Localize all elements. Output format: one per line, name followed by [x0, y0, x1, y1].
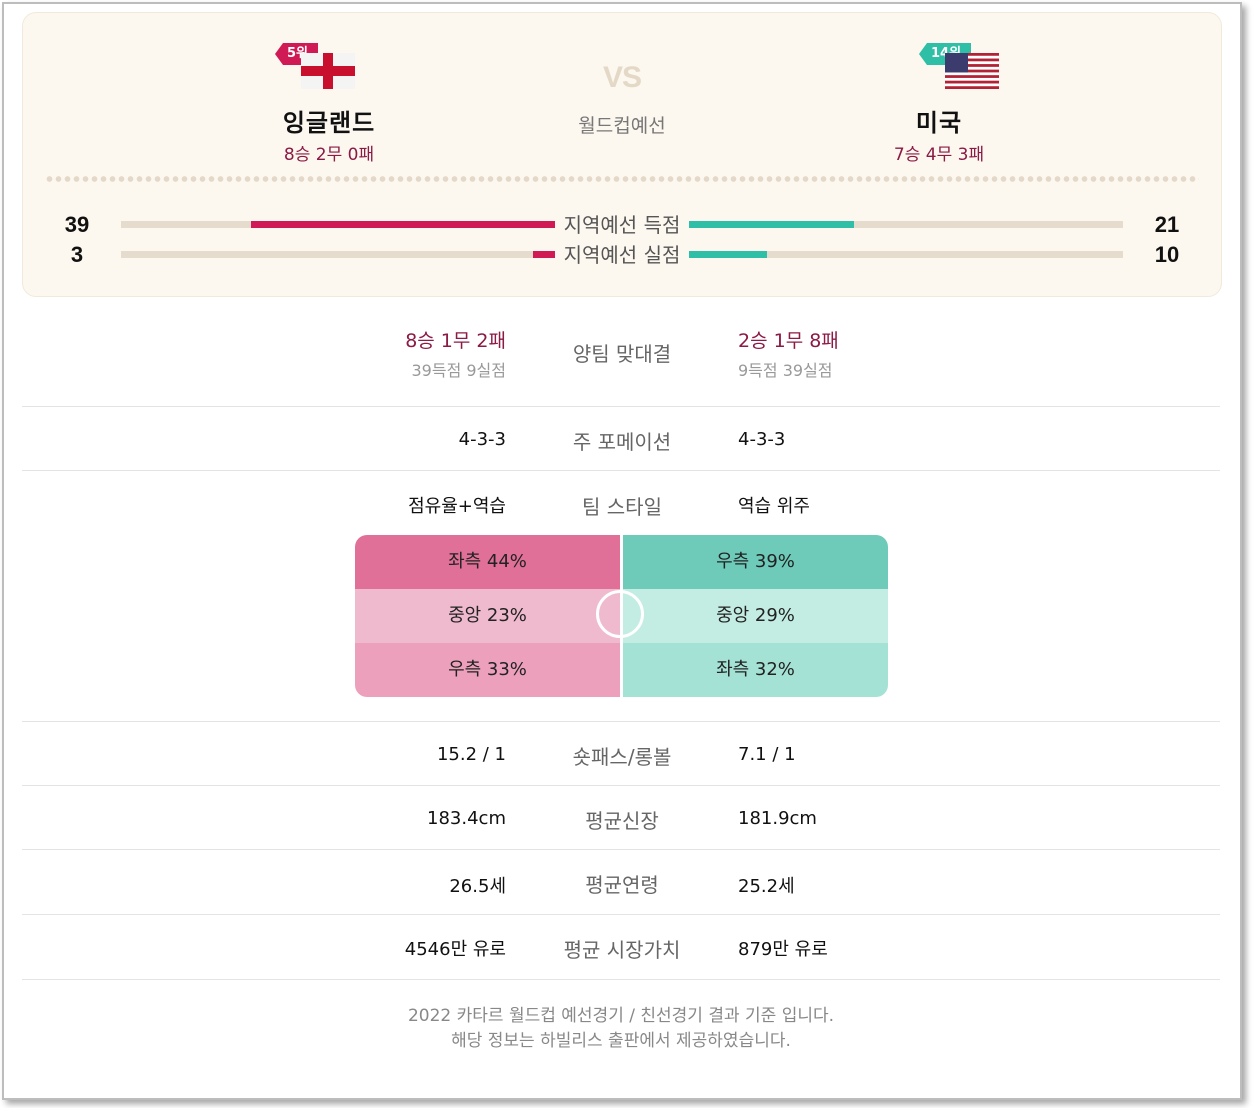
home-team-record: 8승 2무 0패 — [283, 145, 375, 165]
avg-height-row: 183.4cm 평균신장 181.9cm — [22, 786, 1220, 850]
match-header: 5위 잉글랜드 8승 2무 0패 VS 월드컵예선 14위 — [22, 12, 1222, 297]
away-formation: 4-3-3 — [738, 429, 786, 450]
home-team: 5위 잉글랜드 8승 2무 0패 — [209, 43, 449, 165]
away-h2h-goals: 9득점 39실점 — [738, 361, 833, 380]
home-zone-center: 중앙 23% — [355, 589, 620, 643]
home-goals-scored-bar — [251, 221, 555, 228]
away-goals-conceded: 10 — [1154, 242, 1180, 267]
formation-row: 4-3-3 주 포메이션 4-3-3 — [22, 407, 1220, 471]
market-value-row: 4546만 유로 평균 시장가치 879만 유로 — [22, 915, 1220, 980]
away-pass-ratio: 7.1 / 1 — [738, 744, 796, 765]
source-note: 2022 카타르 월드컵 예선경기 / 친선경기 결과 기준 입니다. 해당 정… — [22, 1004, 1220, 1054]
england-flag-icon — [301, 53, 355, 89]
home-avg-height: 183.4cm — [427, 808, 506, 829]
source-note-line1: 2022 카타르 월드컵 예선경기 / 친선경기 결과 기준 입니다. — [407, 1006, 835, 1026]
home-market-value: 4546만 유로 — [404, 939, 506, 960]
home-formation: 4-3-3 — [458, 429, 506, 450]
home-zone-right: 우측 33% — [355, 643, 620, 697]
head-to-head-row: 8승 1무 2패 39득점 9실점 양팀 맞대결 2승 1무 8패 9득점 39… — [22, 296, 1220, 407]
match-type: 월드컵예선 — [578, 115, 666, 137]
home-attack-zones: 좌측 44% 중앙 23% 우측 33% — [355, 535, 620, 697]
away-goals-conceded-track — [689, 251, 1123, 258]
attack-direction-pitch: 좌측 44% 중앙 23% 우측 33% 우측 39% 중앙 29% 좌측 32… — [355, 535, 888, 697]
home-goals-conceded-bar — [533, 251, 555, 258]
away-zone-right: 우측 39% — [623, 535, 888, 589]
away-team-name: 미국 — [915, 109, 963, 137]
avg-age-label: 평균연령 — [585, 873, 659, 897]
away-zone-center: 중앙 29% — [623, 589, 888, 643]
market-value-label: 평균 시장가치 — [563, 938, 681, 962]
goals-conceded-label: 지역예선 실점 — [563, 243, 681, 267]
source-note-line2: 해당 정보는 하빌리스 출판에서 제공하였습니다. — [451, 1031, 791, 1051]
away-zone-left: 좌측 32% — [623, 643, 888, 697]
away-h2h-record: 2승 1무 8패 — [738, 330, 839, 352]
usa-flag-icon — [945, 53, 999, 89]
goals-conceded-row: 3 지역예선 실점 10 — [23, 241, 1221, 269]
away-goals-scored: 21 — [1154, 212, 1180, 237]
home-team-name: 잉글랜드 — [282, 109, 376, 137]
pass-ratio-label: 숏패스/롱볼 — [572, 745, 672, 769]
home-style: 점유율+역습 — [408, 496, 506, 517]
away-avg-age: 25.2세 — [738, 876, 795, 897]
home-goals-conceded: 3 — [70, 242, 84, 267]
team-style-row: 점유율+역습 팀 스타일 역습 위주 — [22, 471, 1220, 722]
avg-age-row: 26.5세 평균연령 25.2세 — [22, 850, 1220, 915]
away-goals-scored-track — [689, 221, 1123, 228]
formation-label: 주 포메이션 — [572, 430, 672, 454]
home-zone-left: 좌측 44% — [355, 535, 620, 589]
head-to-head-label: 양팀 맞대결 — [572, 342, 672, 366]
away-goals-scored-bar — [689, 221, 854, 228]
goals-scored-row: 39 지역예선 득점 21 — [23, 211, 1221, 239]
away-attack-zones: 우측 39% 중앙 29% 좌측 32% — [623, 535, 888, 697]
home-h2h-record: 8승 1무 2패 — [405, 330, 506, 352]
home-goals-scored: 39 — [64, 212, 90, 237]
vs-label: VS — [602, 61, 642, 94]
center-circle — [596, 590, 644, 638]
team-style-label: 팀 스타일 — [582, 495, 662, 519]
home-avg-age: 26.5세 — [449, 876, 506, 897]
avg-height-label: 평균신장 — [585, 809, 659, 833]
home-pass-ratio: 15.2 / 1 — [436, 744, 506, 765]
goals-scored-label: 지역예선 득점 — [563, 213, 681, 237]
away-avg-height: 181.9cm — [738, 808, 817, 829]
away-goals-conceded-bar — [689, 251, 768, 258]
away-team: 14위 미국 7승 4무 3패 — [819, 43, 1059, 165]
home-h2h-goals: 39득점 9실점 — [411, 361, 506, 380]
pass-ratio-row: 15.2 / 1 숏패스/롱볼 7.1 / 1 — [22, 722, 1220, 786]
dotted-divider — [45, 175, 1199, 183]
away-team-record: 7승 4무 3패 — [893, 145, 985, 165]
home-goals-scored-track — [121, 221, 555, 228]
home-goals-conceded-track — [121, 251, 555, 258]
away-market-value: 879만 유로 — [738, 939, 828, 960]
away-style: 역습 위주 — [738, 496, 810, 517]
